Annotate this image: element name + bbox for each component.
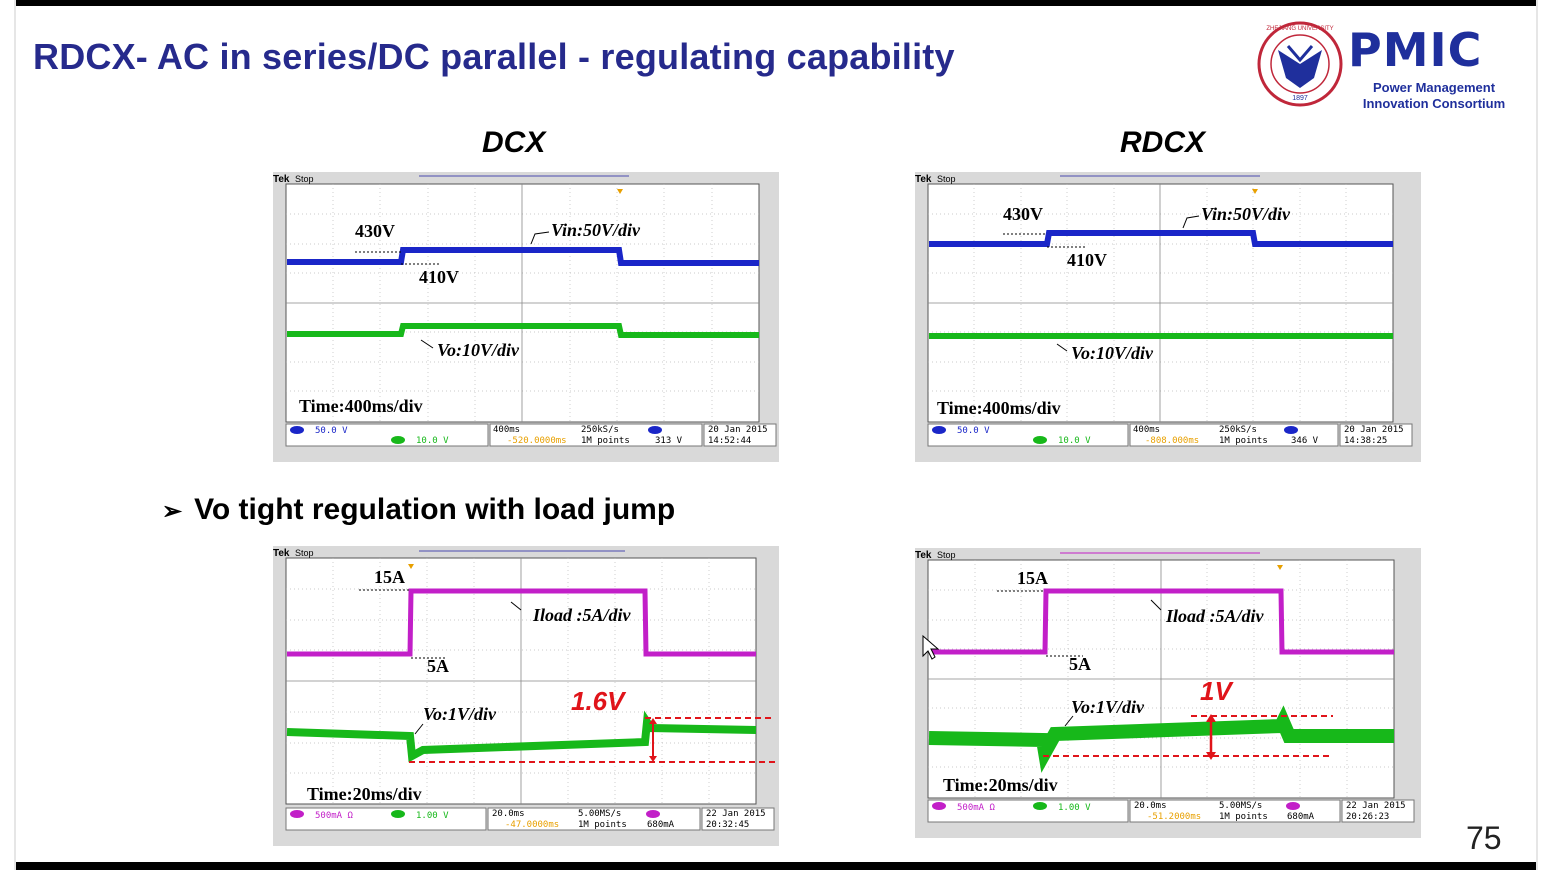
svg-text:Time:400ms/div: Time:400ms/div [937, 398, 1061, 418]
svg-text:5A: 5A [427, 656, 449, 676]
scope-rdcx-input-step: Tek Stop 430V 410V Vin:50V/div Vo:10V/di… [915, 172, 1421, 462]
svg-text:1.00 V: 1.00 V [1058, 803, 1091, 813]
logo-acronym: PMIC [1348, 23, 1482, 77]
svg-text:410V: 410V [1067, 250, 1107, 270]
bullet-point: ➢ Vo tight regulation with load jump [162, 493, 676, 526]
svg-text:-51.2000ms: -51.2000ms [1147, 812, 1201, 822]
svg-text:15A: 15A [374, 567, 405, 587]
svg-text:5A: 5A [1069, 654, 1091, 674]
logo: 1897 ZHEJIANG UNIVERSITY PMIC Power Mana… [1256, 20, 1516, 111]
svg-text:400ms: 400ms [493, 425, 520, 435]
slide-title: RDCX- AC in series/DC parallel - regulat… [33, 36, 955, 77]
svg-text:Stop: Stop [937, 174, 956, 184]
svg-text:1M points: 1M points [1219, 812, 1268, 822]
svg-text:5.00MS/s: 5.00MS/s [578, 809, 621, 819]
svg-text:Iload :5A/div: Iload :5A/div [532, 605, 632, 625]
svg-text:10.0 V: 10.0 V [1058, 436, 1091, 446]
svg-text:22 Jan 2015: 22 Jan 2015 [706, 809, 766, 819]
svg-text:1M points: 1M points [1219, 436, 1268, 446]
slide-right-border [1536, 0, 1538, 870]
svg-text:Vo:10V/div: Vo:10V/div [1071, 343, 1154, 363]
svg-text:500mA Ω: 500mA Ω [315, 811, 354, 821]
label-430v: 430V [355, 221, 395, 241]
label-time: Time:400ms/div [299, 396, 423, 416]
svg-text:430V: 430V [1003, 204, 1043, 224]
svg-text:Stop: Stop [937, 550, 956, 560]
svg-text:Tek: Tek [273, 174, 290, 185]
svg-text:1897: 1897 [1292, 95, 1308, 102]
svg-text:-808.000ms: -808.000ms [1145, 436, 1199, 446]
mouse-cursor-icon [922, 634, 940, 660]
label-vo: Vo:10V/div [437, 340, 520, 360]
svg-text:313 V: 313 V [655, 436, 683, 446]
scope-rdcx-load-jump: Tek Stop 15A 5A Iload :5A/div Vo:1V/div … [915, 548, 1421, 838]
svg-text:500mA Ω: 500mA Ω [957, 803, 996, 813]
svg-text:15A: 15A [1017, 568, 1048, 588]
page-number: 75 [1466, 820, 1502, 856]
svg-text:20:32:45: 20:32:45 [706, 820, 749, 830]
svg-text:Time:20ms/div: Time:20ms/div [943, 775, 1058, 795]
svg-text:680mA: 680mA [1287, 812, 1315, 822]
svg-text:346 V: 346 V [1291, 436, 1319, 446]
svg-text:5.00MS/s: 5.00MS/s [1219, 801, 1262, 811]
bottom-black-bar [16, 862, 1536, 870]
svg-text:Vin:50V/div: Vin:50V/div [1201, 204, 1291, 224]
svg-text:Vo:1V/div: Vo:1V/div [1071, 697, 1145, 717]
svg-text:250kS/s: 250kS/s [1219, 425, 1257, 435]
svg-text:Stop: Stop [295, 548, 314, 558]
svg-text:14:52:44: 14:52:44 [708, 436, 751, 446]
svg-text:20 Jan 2015: 20 Jan 2015 [1344, 425, 1404, 435]
svg-text:1M points: 1M points [581, 436, 630, 446]
scope-dcx-load-jump: Tek Stop 15A 5A Iload :5A/div Vo:1V/div … [273, 546, 779, 846]
svg-text:-520.0000ms: -520.0000ms [507, 436, 567, 446]
col-head-dcx: DCX [482, 126, 546, 159]
top-black-bar [16, 0, 1536, 6]
label-410v: 410V [419, 267, 459, 287]
svg-text:Tek: Tek [915, 550, 932, 561]
zju-seal-icon: 1897 ZHEJIANG UNIVERSITY [1257, 21, 1343, 107]
svg-text:Time:20ms/div: Time:20ms/div [307, 784, 422, 804]
bullet-arrow-icon: ➢ [162, 498, 183, 525]
svg-text:250kS/s: 250kS/s [581, 425, 619, 435]
svg-text:Stop: Stop [295, 174, 314, 184]
svg-text:-47.0000ms: -47.0000ms [505, 820, 559, 830]
svg-text:50.0 V: 50.0 V [957, 426, 990, 436]
svg-text:1.00 V: 1.00 V [416, 811, 449, 821]
svg-text:Tek: Tek [273, 548, 290, 559]
col-head-rdcx: RDCX [1120, 126, 1206, 159]
svg-text:50.0 V: 50.0 V [315, 426, 348, 436]
svg-text:20.0ms: 20.0ms [1134, 801, 1167, 811]
svg-text:20.0ms: 20.0ms [492, 809, 525, 819]
svg-text:680mA: 680mA [647, 820, 675, 830]
svg-text:22 Jan 2015: 22 Jan 2015 [1346, 801, 1406, 811]
svg-text:1M points: 1M points [578, 820, 627, 830]
scope-dcx-input-step: Tek Stop 430V 410V Vin:50V/div Vo:10V/di… [273, 172, 779, 462]
svg-text:Iload :5A/div: Iload :5A/div [1165, 606, 1265, 626]
logo-line1: Power Management [1373, 80, 1496, 95]
svg-text:14:38:25: 14:38:25 [1344, 436, 1387, 446]
svg-text:Vo:1V/div: Vo:1V/div [423, 704, 497, 724]
svg-text:20:26:23: 20:26:23 [1346, 812, 1389, 822]
svg-text:1V: 1V [1200, 676, 1234, 706]
slide-left-border [14, 0, 16, 870]
svg-text:400ms: 400ms [1133, 425, 1160, 435]
svg-text:20 Jan 2015: 20 Jan 2015 [708, 425, 768, 435]
svg-text:10.0 V: 10.0 V [416, 436, 449, 446]
logo-line2: Innovation Consortium [1363, 96, 1505, 110]
seal-text: ZHEJIANG UNIVERSITY [1266, 26, 1333, 32]
delta-label: 1.6V [571, 686, 627, 716]
svg-text:Tek: Tek [915, 174, 932, 185]
label-vin: Vin:50V/div [551, 220, 641, 240]
